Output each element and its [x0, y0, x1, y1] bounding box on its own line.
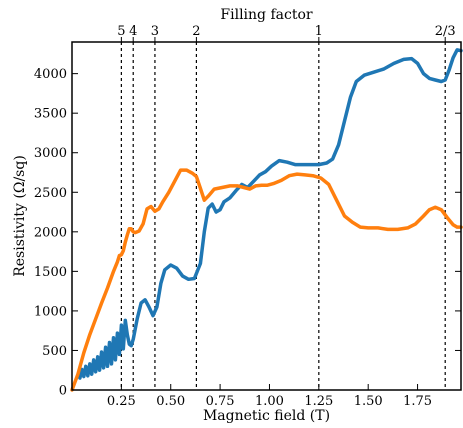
filling-factor-label: 1	[315, 24, 323, 39]
x-tick-label: 0.50	[156, 394, 185, 409]
y-tick-label: 1000	[34, 304, 67, 319]
filling-factor-label: 4	[129, 24, 137, 39]
y-tick-label: 4000	[34, 67, 67, 82]
plot-frame	[71, 41, 462, 391]
y-tick-label: 2000	[34, 225, 67, 240]
y-tick-label: 2500	[34, 186, 67, 201]
filling-factor-label: 2	[192, 24, 200, 39]
x-axis-title: Magnetic field (T)	[203, 408, 330, 424]
x-tick-label: 1.25	[304, 394, 333, 409]
y-tick-label: 3000	[34, 146, 67, 161]
filling-factor-label: 3	[151, 24, 159, 39]
y-tick-label: 3500	[34, 107, 67, 122]
y-tick-label: 0	[59, 384, 67, 399]
y-tick-label: 1500	[34, 265, 67, 280]
series-layer	[70, 48, 463, 392]
x-tick-label: 0.25	[107, 394, 136, 409]
y-tick-label: 500	[42, 344, 67, 359]
y-axis-title: Resistivity (Ω/sq)	[12, 155, 28, 277]
x-tick-label: 1.50	[354, 394, 383, 409]
x-tick-label: 1.00	[255, 394, 284, 409]
filling-factor-lines	[120, 42, 446, 390]
series-line-2	[70, 168, 463, 392]
filling-factor-label: 2/3	[435, 24, 456, 39]
x-axis: 0.25 0.50 0.75 1.00 1.25 1.50 1.75	[107, 384, 432, 409]
series-line-1	[78, 48, 463, 380]
x-tick-label: 0.75	[206, 394, 235, 409]
y-axis: 0 500 1000 1500 2000 2500 3000 3500 4000	[34, 67, 461, 399]
x-tick-label: 1.75	[403, 394, 432, 409]
filling-factor-label: 5	[117, 24, 125, 39]
top-axis: 5 4 3 2 1 2/3	[117, 24, 456, 42]
top-axis-title: Filling factor	[220, 7, 312, 23]
